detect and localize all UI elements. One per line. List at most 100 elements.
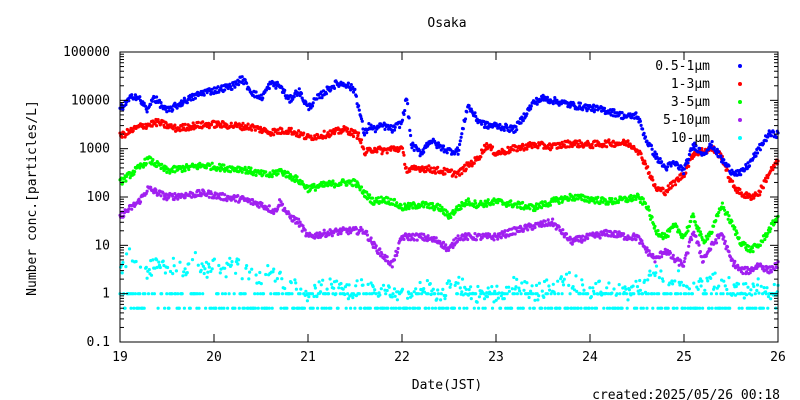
data-point — [653, 273, 657, 278]
data-point — [156, 118, 160, 122]
data-point — [287, 212, 291, 216]
data-point — [508, 150, 512, 154]
data-point — [376, 196, 380, 200]
data-point — [485, 204, 489, 208]
data-point — [237, 306, 241, 310]
data-point — [212, 196, 216, 200]
data-point — [613, 197, 618, 201]
data-point — [444, 294, 448, 298]
data-point — [675, 306, 679, 310]
data-point — [144, 104, 148, 108]
legend-marker — [738, 118, 742, 122]
data-point — [147, 268, 151, 272]
data-point — [573, 306, 577, 310]
data-point — [608, 306, 612, 310]
data-point — [283, 206, 287, 210]
data-point — [280, 292, 285, 296]
data-point — [512, 292, 517, 296]
data-point — [575, 289, 579, 293]
data-point — [183, 169, 187, 173]
data-point — [258, 270, 262, 275]
data-point — [204, 306, 208, 310]
data-point — [292, 306, 296, 310]
data-point — [491, 202, 495, 206]
data-point — [422, 150, 426, 154]
data-point — [271, 270, 275, 274]
data-point — [451, 245, 455, 250]
data-point — [510, 287, 514, 291]
data-point — [248, 270, 252, 274]
data-point — [686, 251, 690, 255]
data-point — [230, 87, 234, 91]
data-point — [202, 93, 206, 97]
data-point — [339, 281, 343, 286]
data-point — [682, 174, 686, 179]
data-point — [695, 285, 699, 289]
data-point — [761, 306, 766, 310]
data-point — [510, 306, 514, 310]
data-point — [660, 160, 664, 164]
data-point — [315, 231, 319, 235]
data-point — [283, 88, 287, 92]
data-point — [570, 306, 574, 310]
data-point — [751, 250, 755, 254]
data-point — [351, 184, 355, 188]
data-point — [576, 306, 580, 310]
data-point — [665, 292, 670, 296]
data-point — [441, 144, 446, 148]
data-point — [723, 239, 727, 243]
data-point — [389, 148, 393, 152]
data-point — [645, 139, 649, 143]
data-point — [353, 87, 357, 91]
data-point — [543, 306, 547, 310]
data-point — [658, 157, 662, 161]
data-point — [758, 243, 763, 247]
data-point — [669, 292, 673, 296]
y-tick-label: 100 — [87, 190, 110, 205]
data-point — [755, 151, 760, 155]
data-point — [399, 203, 403, 207]
data-point — [648, 269, 652, 273]
data-point — [305, 299, 309, 303]
data-point — [346, 292, 350, 296]
data-point — [250, 128, 254, 132]
data-point — [465, 110, 469, 114]
data-point — [455, 292, 459, 296]
data-point — [684, 292, 688, 296]
data-point — [641, 197, 645, 201]
data-point — [545, 292, 550, 296]
data-point — [534, 100, 538, 104]
data-point — [131, 129, 135, 133]
data-point — [562, 277, 566, 281]
data-point — [660, 277, 665, 281]
data-point — [692, 230, 696, 234]
data-point — [643, 278, 647, 282]
data-point — [359, 185, 364, 189]
data-point — [246, 122, 250, 126]
data-point — [325, 287, 329, 291]
data-point — [594, 306, 599, 310]
data-point — [679, 280, 684, 284]
data-point — [473, 199, 477, 203]
x-tick-label: 24 — [582, 350, 598, 365]
data-point — [167, 306, 171, 310]
series-2 — [118, 155, 780, 254]
data-point — [521, 200, 525, 205]
data-point — [758, 190, 763, 194]
data-point — [486, 126, 490, 130]
data-point — [518, 306, 523, 310]
data-point — [725, 210, 730, 215]
data-point — [528, 207, 532, 211]
data-point — [486, 286, 490, 290]
data-point — [361, 191, 365, 195]
data-point — [690, 238, 694, 242]
data-point — [182, 193, 186, 197]
data-point — [570, 144, 574, 149]
data-point — [665, 190, 670, 194]
data-point — [368, 292, 372, 296]
data-point — [535, 102, 539, 106]
data-point — [683, 306, 687, 310]
data-point — [301, 224, 305, 228]
data-point — [412, 148, 416, 152]
data-point — [772, 222, 776, 226]
